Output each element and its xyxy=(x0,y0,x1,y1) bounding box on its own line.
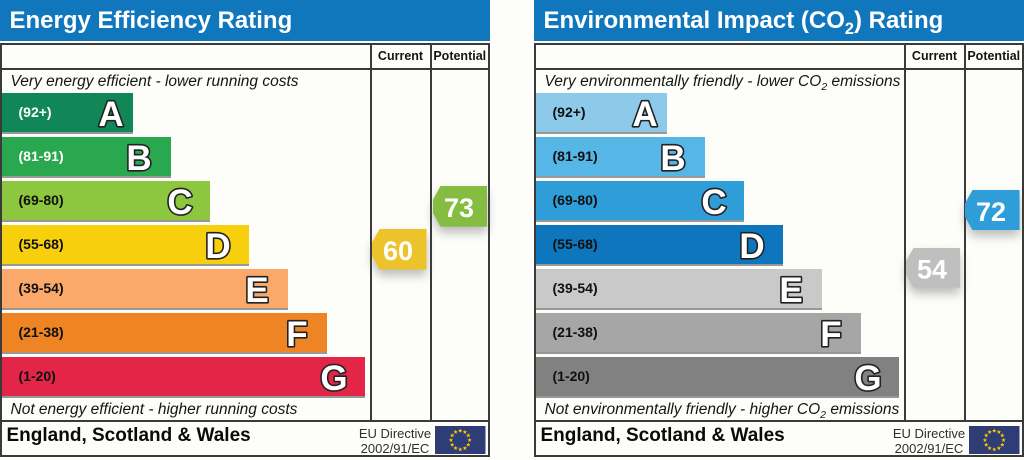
svg-text:F: F xyxy=(286,315,307,354)
svg-text:E: E xyxy=(779,271,802,310)
svg-text:E: E xyxy=(245,271,268,310)
svg-text:60: 60 xyxy=(383,236,413,266)
svg-text:C: C xyxy=(167,183,192,222)
svg-text:B: B xyxy=(127,139,152,178)
svg-text:G: G xyxy=(321,359,348,398)
svg-text:D: D xyxy=(739,227,764,266)
svg-text:72: 72 xyxy=(976,197,1006,227)
svg-text:A: A xyxy=(98,95,123,134)
svg-text:D: D xyxy=(205,227,230,266)
svg-text:73: 73 xyxy=(444,193,474,223)
svg-text:F: F xyxy=(820,315,841,354)
svg-text:C: C xyxy=(701,183,726,222)
svg-text:B: B xyxy=(661,139,686,178)
svg-text:G: G xyxy=(855,359,882,398)
svg-text:A: A xyxy=(632,95,657,134)
svg-text:54: 54 xyxy=(916,255,946,285)
